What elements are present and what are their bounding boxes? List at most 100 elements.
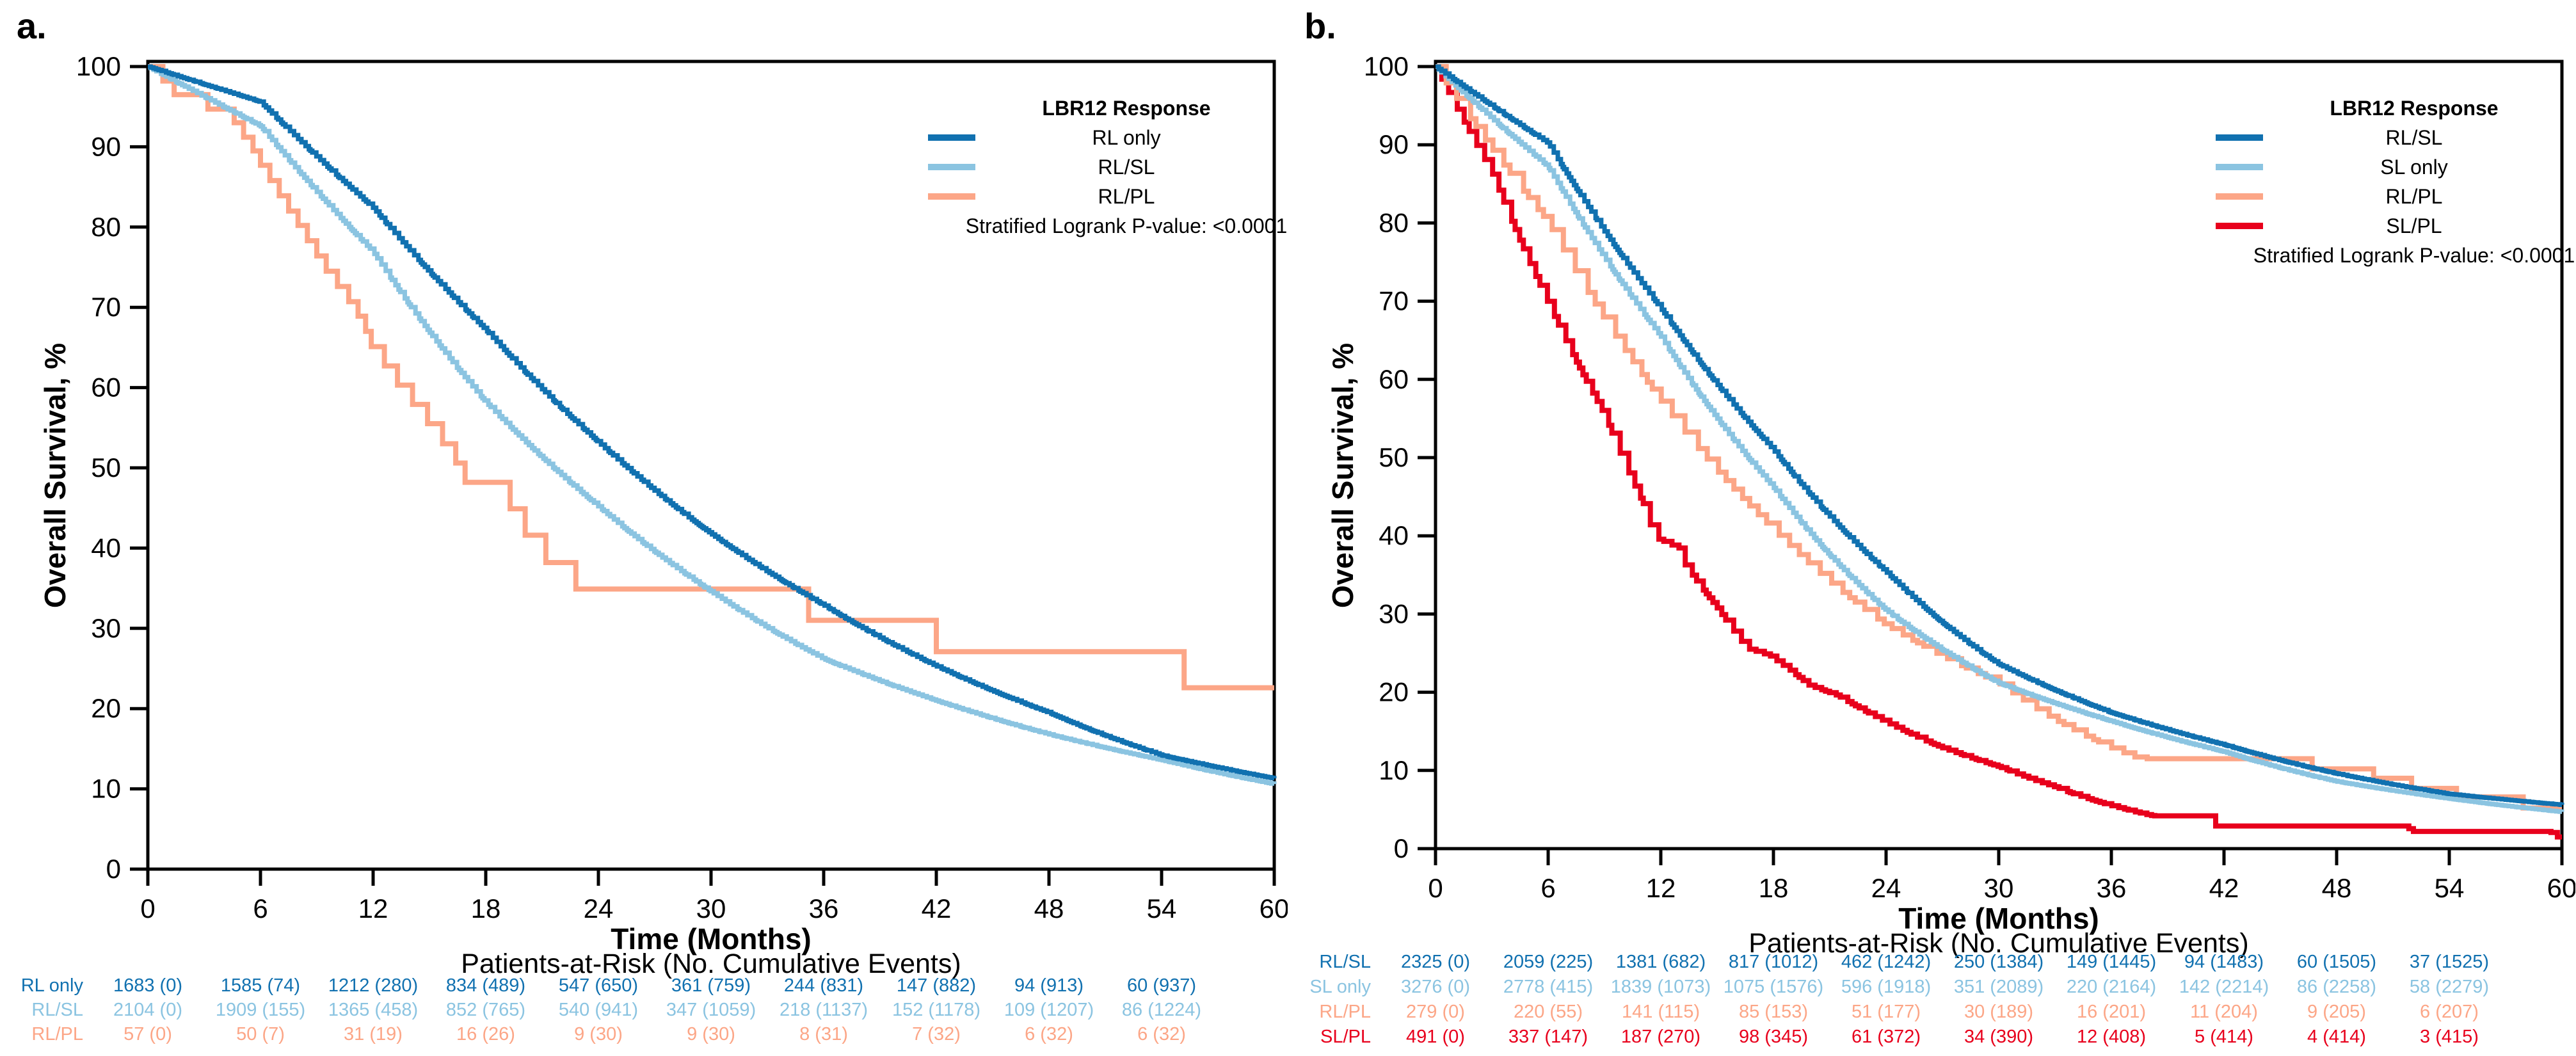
risk-cell: 1075 (1576) [1723, 977, 1824, 997]
risk-cell: 94 (913) [1014, 975, 1084, 996]
risk-cell: 152 (1178) [892, 1000, 981, 1020]
risk-cell: 1212 (280) [328, 975, 419, 996]
x-tick-label: 24 [1871, 873, 1901, 903]
legend-item-label: SL only [2380, 156, 2448, 179]
panel-label: b. [1304, 6, 1336, 46]
y-tick-label: 70 [91, 292, 121, 322]
x-tick-label: 42 [2209, 873, 2239, 903]
y-tick-label: 60 [91, 372, 121, 403]
x-tick-label: 30 [1984, 873, 2014, 903]
y-tick-label: 70 [1379, 286, 1409, 316]
risk-row-label: SL only [1309, 977, 1371, 997]
risk-cell: 50 (7) [236, 1024, 285, 1044]
legend-items: RL only RL/SL RL/PL [928, 123, 1318, 211]
risk-cell: 57 (0) [124, 1024, 172, 1044]
km-curve-rl-sl [1436, 64, 2564, 807]
legend-item: RL only [928, 123, 1318, 152]
y-axis-title: Overall Survival, % [1326, 342, 1359, 609]
legend-swatch-3 [928, 193, 975, 200]
legend-swatch-2 [928, 164, 975, 170]
y-tick-label: 60 [1379, 364, 1409, 394]
x-tick-label: 24 [584, 893, 614, 924]
risk-cell: 834 (489) [445, 975, 526, 996]
risk-cell: 85 (153) [1738, 1002, 1808, 1022]
legend-swatch-1 [2216, 134, 2263, 141]
legend-item: RL/SL [2216, 123, 2576, 152]
risk-cell: 351 (2089) [1953, 977, 2044, 997]
risk-cell: 6 (207) [2420, 1002, 2479, 1022]
x-tick-label: 54 [2435, 873, 2465, 903]
risk-cell: 94 (1483) [2184, 952, 2264, 972]
risk-cell: 1365 (458) [328, 1000, 419, 1020]
x-tick-label: 54 [1147, 893, 1177, 924]
legend: LBR12 Response RL only RL/SL RL/PL Stratif… [928, 93, 1318, 241]
risk-cell: 596 (1918) [1841, 977, 1932, 997]
y-tick-label: 40 [91, 532, 121, 563]
risk-cell: 218 (1137) [779, 1000, 868, 1020]
y-tick-label: 30 [1379, 598, 1409, 628]
y-tick-label: 20 [1379, 677, 1409, 707]
y-axis-title: Overall Survival, % [38, 342, 72, 609]
risk-cell: 1585 (74) [220, 975, 301, 996]
x-tick-label: 60 [2547, 873, 2575, 903]
x-axis-title: Time (Months) [611, 922, 812, 956]
risk-cell: 220 (55) [1513, 1002, 1583, 1022]
legend-swatch-1 [928, 134, 975, 141]
risk-cell: 2059 (225) [1503, 952, 1594, 972]
risk-cell: 547 (650) [558, 975, 639, 996]
risk-cell: 347 (1059) [666, 1000, 756, 1020]
x-tick-label: 12 [358, 893, 388, 924]
risk-cell: 37 (1525) [2409, 952, 2490, 972]
km-curve-sl-pl [1436, 64, 2562, 840]
risk-table-header: Patients-at-Risk (No. Cumulative Events) [1748, 928, 2249, 959]
risk-cell: 86 (2258) [2296, 977, 2377, 997]
y-tick-label: 80 [91, 212, 121, 242]
x-tick-label: 0 [1428, 873, 1443, 903]
risk-cell: 4 (414) [2307, 1027, 2366, 1047]
risk-cell: 98 (345) [1738, 1027, 1808, 1047]
legend-item-label: RL/PL [1098, 185, 1155, 208]
risk-cell: 817 (1012) [1728, 952, 1819, 972]
risk-cell: 220 (2164) [2066, 977, 2157, 997]
risk-table-header: Patients-at-Risk (No. Cumulative Events) [461, 948, 961, 979]
risk-cell: 149 (1445) [2066, 952, 2157, 972]
risk-cell: 8 (31) [799, 1024, 848, 1044]
risk-cell: 147 (882) [896, 975, 977, 996]
legend-swatch-4 [2216, 223, 2263, 229]
risk-cell: 5 (414) [2195, 1027, 2253, 1047]
x-tick-label: 12 [1646, 873, 1676, 903]
y-tick-label: 0 [106, 854, 121, 884]
legend-title: LBR12 Response [2330, 97, 2499, 120]
risk-cell: 16 (201) [2076, 1002, 2146, 1022]
risk-cell: 2104 (0) [113, 1000, 182, 1020]
legend-pvalue-note: Stratified Logrank P-value: <0.0001 [965, 214, 1288, 237]
risk-cell: 6 (32) [1025, 1024, 1073, 1044]
risk-cell: 60 (937) [1126, 975, 1196, 996]
x-tick-label: 36 [2097, 873, 2127, 903]
legend-item: SL/PL [2216, 211, 2576, 241]
risk-cell: 3276 (0) [1400, 977, 1470, 997]
risk-cell: 11 (204) [2190, 1002, 2258, 1022]
legend-item: RL/PL [928, 182, 1318, 211]
y-tick-label: 30 [91, 613, 121, 643]
legend-pvalue-note: Stratified Logrank P-value: <0.0001 [2253, 244, 2575, 267]
x-tick-label: 6 [253, 893, 268, 924]
y-tick-label: 100 [76, 51, 121, 81]
risk-cell: 491 (0) [1406, 1027, 1465, 1047]
y-tick-label: 20 [91, 693, 121, 723]
risk-row-label: RL/SL [31, 1000, 83, 1020]
x-tick-label: 6 [1540, 873, 1555, 903]
y-tick-label: 10 [1379, 755, 1409, 785]
risk-cell: 7 (32) [912, 1024, 961, 1044]
risk-cell: 337 (147) [1508, 1027, 1588, 1047]
risk-cell: 61 (372) [1851, 1027, 1921, 1047]
risk-cell: 142 (2214) [2179, 977, 2269, 997]
legend-item: RL/SL [928, 152, 1318, 182]
km-plot-b: 0 6 12 18 24 30 36 42 48 54 60 0 10 20 30 40 50 60 70 80 90 1… [1364, 51, 2575, 903]
y-tick-label: 100 [1364, 51, 1409, 81]
y-tick-label: 90 [1379, 129, 1409, 159]
legend: LBR12 Response RL/SL SL only RL/PL SL/PL St… [2216, 93, 2576, 270]
x-tick-label: 60 [1260, 893, 1288, 924]
risk-cell: 12 (408) [2076, 1027, 2146, 1047]
x-tick-label: 42 [922, 893, 952, 924]
